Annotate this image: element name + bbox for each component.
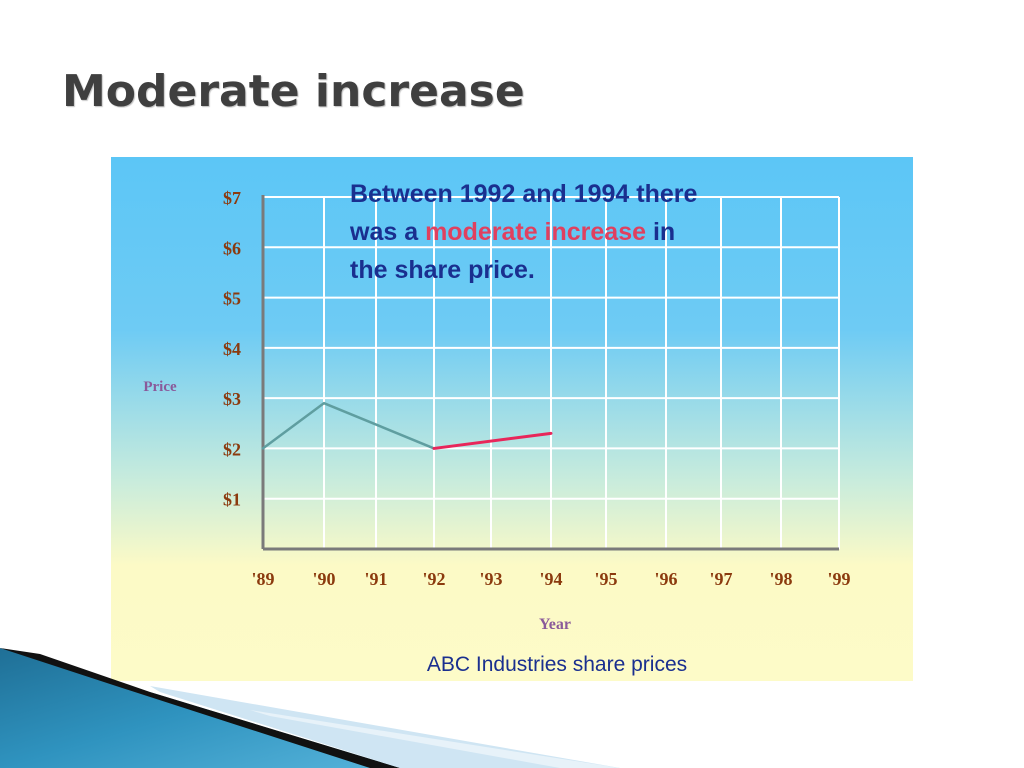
x-tick-label: '95 — [594, 569, 617, 589]
slide-title: Moderate increase — [62, 66, 525, 117]
chart-title: ABC Industries share prices — [427, 653, 687, 676]
grid — [262, 196, 840, 549]
share-price-chart: $1 $2 $3 $4 $5 $6 $7 '89 '90 '91 '92 '93 '94 '95 '96 '9… — [111, 157, 913, 681]
x-tick-label: '89 — [251, 569, 274, 589]
y-tick-label: $3 — [223, 389, 241, 409]
y-axis-label: Price — [143, 379, 177, 395]
annotation-segment: in — [646, 218, 675, 246]
y-tick-label: $2 — [223, 439, 241, 459]
corner-decoration — [0, 648, 620, 768]
line-chart-svg: $1 $2 $3 $4 $5 $6 $7 '89 '90 '91 '92 '93 '94 '95 '96 '9… — [111, 157, 913, 681]
x-tick-label: '98 — [769, 569, 792, 589]
series-lines — [261, 401, 553, 450]
annotation-segment: Between 1992 and 1994 there — [350, 180, 697, 208]
annotation-segment: was a — [349, 218, 425, 246]
y-tick-label: $4 — [223, 339, 241, 359]
annotation-highlight: moderate increase — [425, 218, 646, 246]
chart-background — [111, 157, 913, 681]
y-tick-label: $1 — [223, 490, 241, 510]
x-tick-label: '97 — [709, 569, 732, 589]
series-line-2 — [432, 431, 553, 450]
annotation-segment: the share price. — [350, 256, 535, 284]
x-tick-label: '99 — [827, 569, 850, 589]
x-tick-label: '92 — [422, 569, 445, 589]
tick-labels: $1 $2 $3 $4 $5 $6 $7 '89 '90 '91 '92 '93 '94 '95 '96 '9… — [223, 188, 851, 589]
x-tick-label: '90 — [312, 569, 335, 589]
y-tick-label: $5 — [223, 289, 241, 309]
y-tick-label: $7 — [223, 188, 241, 208]
x-tick-label: '96 — [654, 569, 677, 589]
x-axis-label: Year — [539, 616, 571, 633]
axes — [261, 195, 839, 551]
y-tick-label: $6 — [223, 238, 241, 258]
x-tick-label: '93 — [479, 569, 502, 589]
x-tick-label: '94 — [539, 569, 562, 589]
x-tick-label: '91 — [364, 569, 387, 589]
annotation-text: Between 1992 and 1994 there was a moderat… — [349, 180, 697, 284]
